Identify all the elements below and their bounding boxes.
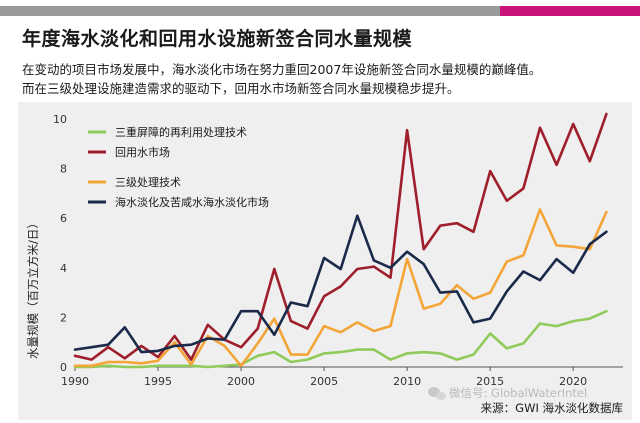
- wechat-icon: [428, 387, 446, 400]
- y-axis-label: 水量规模（百万立方米/日）: [26, 217, 40, 359]
- y-tick-label: 10: [53, 113, 67, 126]
- source-note: 来源：GWI 海水淡化数据库: [481, 401, 623, 415]
- watermark: 微信号: GlobalWaterIntel: [428, 386, 587, 400]
- series-line-0: [73, 309, 608, 369]
- legend-label-3: 海水淡化及苦咸水海水淡化市场: [115, 195, 269, 209]
- watermark-text: 微信号: GlobalWaterIntel: [449, 386, 587, 400]
- x-tick-label: 2020: [559, 375, 587, 388]
- y-tick-label: 2: [60, 311, 67, 324]
- top-accent-bar: [0, 6, 640, 16]
- page-subtitle: 在变动的项目市场发展中，海水淡化市场在努力重回2007年设施新签合同水量规模的巅…: [22, 60, 632, 98]
- series-line-2: [73, 208, 608, 368]
- legend-label-1: 回用水市场: [115, 145, 170, 159]
- y-tick-label: 8: [60, 163, 67, 176]
- y-tick-label: 4: [60, 262, 67, 275]
- subtitle-line-2: 而在三级处理设施建造需求的驱动下，回用水市场新签合同水量规模稳步提升。: [22, 81, 460, 96]
- x-tick-label: 1990: [61, 375, 89, 388]
- top-bar-grey-segment: [0, 6, 500, 16]
- lines-layer: [73, 112, 608, 369]
- legend-label-2: 三级处理技术: [115, 176, 181, 189]
- subtitle-line-1: 在变动的项目市场发展中，海水淡化市场在努力重回2007年设施新签合同水量规模的巅…: [22, 62, 542, 77]
- x-tick-label: 2000: [227, 375, 255, 388]
- x-tick-label: 1995: [144, 375, 172, 388]
- top-bar-magenta-segment: [500, 6, 640, 16]
- x-tick-label: 2005: [310, 375, 338, 388]
- axes-layer: 1990 1995 2000 2005 2010 2015 2020 0 2 4 6 8 10: [53, 113, 623, 388]
- chart-panel: 1990 1995 2000 2005 2010 2015 2020 0 2 4 6 8 10 三重屏障…: [18, 102, 632, 420]
- x-tick-label: 2015: [476, 375, 504, 388]
- page-title: 年度海水淡化和回用水设施新签合同水量规模: [22, 28, 413, 50]
- series-line-3: [73, 214, 608, 354]
- legend-label-0: 三重屏障的再利用处理技术: [115, 125, 247, 139]
- line-chart: 1990 1995 2000 2005 2010 2015 2020 0 2 4 6 8 10 三重屏障…: [26, 112, 623, 415]
- y-tick-label: 6: [60, 212, 67, 225]
- y-tick-label: 0: [60, 361, 67, 374]
- x-tick-label: 2010: [393, 375, 421, 388]
